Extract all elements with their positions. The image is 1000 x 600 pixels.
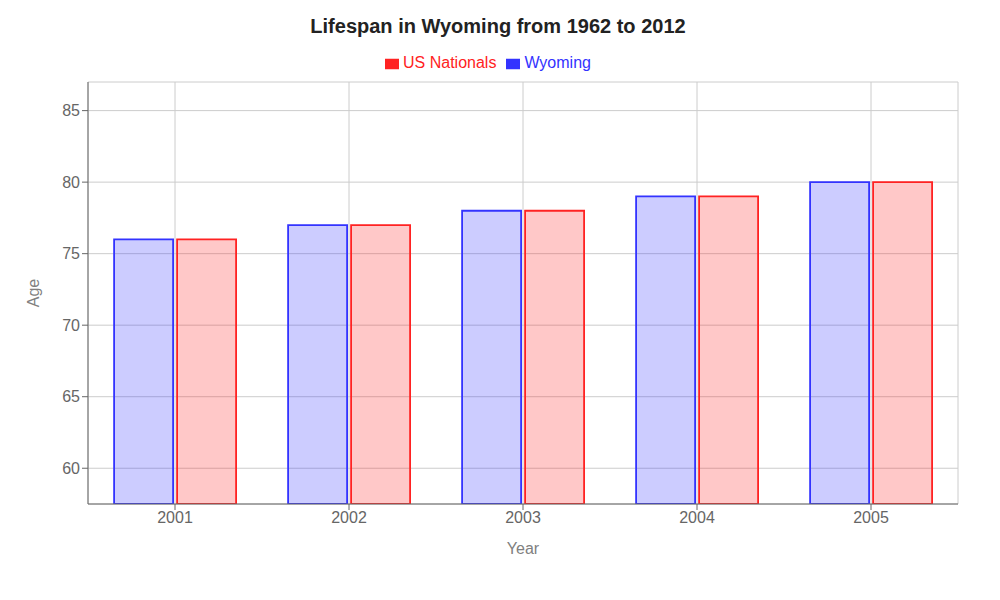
html-text:US Nationals: US Nationals [403,54,497,71]
svg-text:75: 75 [62,245,80,262]
svg-text:Year: Year [507,540,540,557]
svg-text:2001: 2001 [157,509,193,526]
html-text:Wyoming: Wyoming [524,54,591,71]
svg-text:2003: 2003 [505,509,541,526]
svg-text:65: 65 [62,388,80,405]
svg-text:60: 60 [62,460,80,477]
svg-text:Age: Age [25,279,42,308]
svg-text:70: 70 [62,317,80,334]
svg-text:2004: 2004 [679,509,715,526]
svg-text:2005: 2005 [853,509,889,526]
svg-text:2002: 2002 [331,509,367,526]
svg-text:85: 85 [62,102,80,119]
html-text:Lifespan in Wyoming from 1962: Lifespan in Wyoming from 1962 to 2012 [310,15,686,37]
svg-text:80: 80 [62,174,80,191]
